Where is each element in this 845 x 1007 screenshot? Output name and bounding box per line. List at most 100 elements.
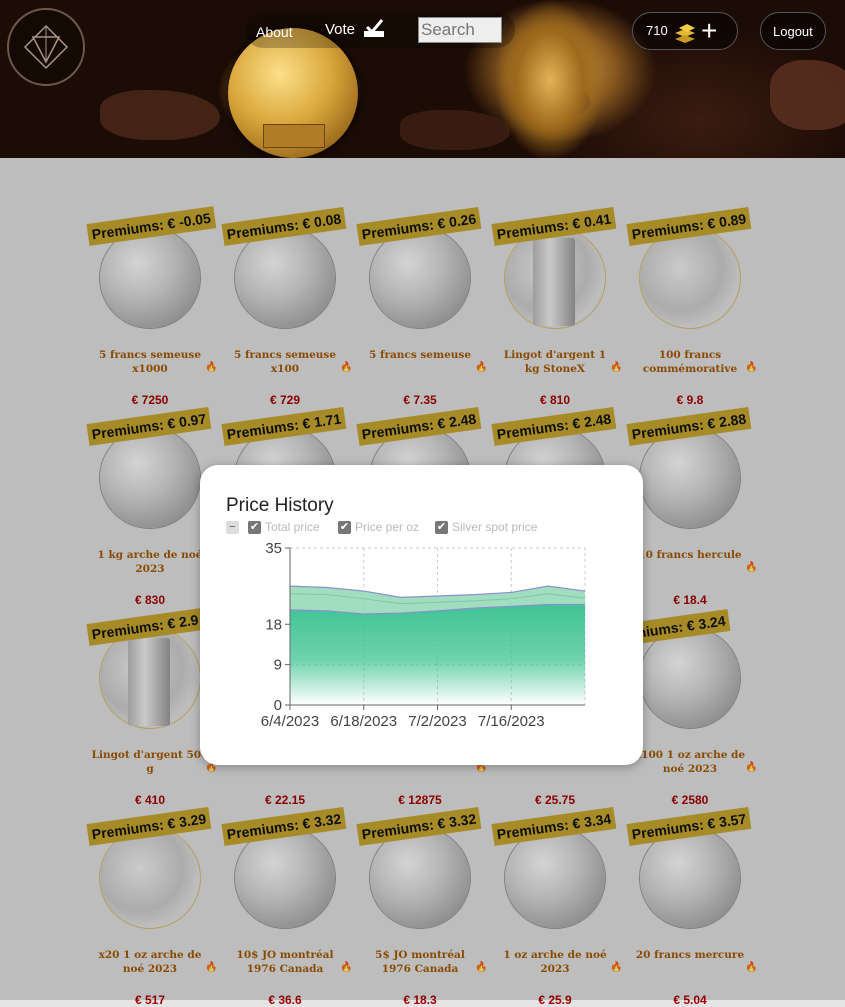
checkbox-checked-icon: ✔ [338, 521, 351, 535]
x-tick-label: 6/4/2023 [261, 713, 319, 730]
x-tick-label: 7/2/2023 [408, 713, 466, 730]
legend-price-per-oz[interactable]: ✔ Price per oz [338, 520, 419, 536]
product-card[interactable]: Premiums: € 0.26 5 francs semeuse 🔥 € 7.35 [350, 200, 488, 407]
product-card[interactable]: Premiums: € 2.88 10 francs hercule 🔥 € 18.4 [620, 400, 758, 607]
product-card[interactable]: Premiums: € 3.34 1 oz arche de noé 2023 🔥 €… [485, 800, 623, 1007]
flame-icon: 🔥 [745, 362, 758, 373]
checkbox-checked-icon: ✔ [248, 521, 261, 535]
product-price: € 12875 [398, 793, 442, 807]
product-name[interactable]: 20 francs mercure [635, 949, 745, 961]
product-name[interactable]: 1 oz arche de noé 2023 [503, 949, 607, 975]
series-total-price-area [290, 586, 585, 614]
product-name[interactable]: 5 francs semeuse x100 [233, 349, 337, 375]
ballot-check-icon[interactable] [363, 19, 385, 39]
gold-bust-image [480, 0, 620, 158]
product-name[interactable]: x20 1 oz arche de noé 2023 [98, 949, 202, 975]
site-logo[interactable] [7, 8, 85, 86]
flame-icon: 🔥 [475, 762, 488, 773]
product-card[interactable]: € 25.75 [485, 600, 620, 807]
product-name[interactable]: 5 francs semeuse [368, 349, 472, 361]
silver-bar-image [533, 238, 575, 326]
logout-label: Logout [773, 24, 813, 39]
coin-image [370, 228, 470, 328]
site-header: About Vote 710 + Logout [0, 0, 845, 158]
price-history-modal: Price History − ✔ Total price ✔ Price per … [200, 465, 643, 765]
product-name[interactable]: 5 francs semeuse x1000 [98, 349, 202, 375]
coin-image [640, 228, 740, 328]
product-name[interactable]: x100 1 oz arche de noé 2023 [634, 749, 746, 775]
legend-label: Silver spot price [452, 520, 538, 534]
product-name[interactable]: 10 francs hercule [638, 549, 742, 561]
coin-image [235, 828, 335, 928]
flame-icon: 🔥 [745, 762, 758, 773]
minus-icon: − [226, 521, 239, 535]
product-card[interactable]: Premiums: € 0.41 Lingot d'argent 1 kg Sto… [485, 200, 623, 407]
product-card[interactable]: Premiums: € 0.89 100 francs commémorative… [620, 200, 758, 407]
coin-image [505, 828, 605, 928]
flame-icon: 🔥 [340, 962, 353, 973]
y-tick-label: 18 [265, 616, 282, 633]
legend-silver-spot-price[interactable]: ✔ Silver spot price [435, 520, 537, 536]
product-price: € 22.15 [264, 793, 306, 807]
y-tick-label: 0 [274, 697, 282, 714]
product-name[interactable]: Lingot d'argent 1 kg StoneX [503, 349, 607, 375]
product-card[interactable]: Premiums: € 3.57 20 francs mercure 🔥 € 5.04 [620, 800, 758, 1007]
product-card[interactable]: Premiums: € 3.32 10$ JO montréal 1976 Can… [215, 800, 353, 1007]
rock-decoration [770, 60, 845, 130]
product-price: € 410 [134, 793, 166, 807]
series-silver-spot-area [290, 604, 585, 705]
credits-value: 710 [646, 23, 668, 38]
search-input[interactable] [418, 17, 502, 43]
legend-label: Price per oz [355, 520, 420, 534]
product-card[interactable]: Premiums: € 2.9 Lingot d'argent 500 g 🔥 € 4… [80, 600, 218, 807]
flame-icon: 🔥 [340, 362, 353, 373]
product-price: € 7.35 [403, 393, 437, 407]
flame-icon: 🔥 [205, 362, 218, 373]
modal-title: Price History [226, 495, 334, 516]
vote-link[interactable]: Vote [325, 21, 356, 38]
flame-icon: 🔥 [205, 762, 218, 773]
product-name[interactable]: 1 kg arche de noé 2023 [97, 549, 203, 575]
coin-image [100, 428, 200, 528]
product-card[interactable]: Premiums: € 0.08 5 francs semeuse x100 🔥 € … [215, 200, 353, 407]
series-total-price-line [289, 585, 586, 598]
flame-icon: 🔥 [745, 962, 758, 973]
product-card[interactable]: Premiums: € 3.29 x20 1 oz arche de noé 20… [80, 800, 218, 1007]
flame-icon: 🔥 [205, 962, 218, 973]
product-name[interactable]: 10$ JO montréal 1976 Canada [236, 949, 334, 975]
y-tick-label: 9 [274, 657, 282, 674]
flame-icon: 🔥 [475, 362, 488, 373]
product-card[interactable]: Premiums: € 3.32 5$ JO montréal 1976 Cana… [350, 800, 487, 1007]
gold-bars-icon [675, 24, 695, 43]
about-link[interactable]: About [256, 24, 293, 40]
product-price: € 7250 [131, 393, 169, 407]
y-tick-label: 35 [265, 540, 282, 557]
coin-image [640, 428, 740, 528]
product-name[interactable]: Lingot d'argent 500 g [91, 749, 209, 775]
product-card[interactable]: emiums: € 3.24 x100 1 oz arche de noé 202… [620, 600, 758, 807]
legend-total-price[interactable]: ✔ Total price [248, 520, 320, 536]
product-price: € 729 [269, 393, 301, 407]
product-price: € 810 [539, 393, 571, 407]
product-card[interactable]: € 22.15 [215, 600, 350, 807]
price-history-chart: 35 18 9 06/4/2023 6/18/2023 7/2/2023 7/16/2023 [261, 540, 586, 730]
flame-icon: 🔥 [745, 562, 758, 573]
product-card[interactable]: Premiums: € -0.05 5 francs semeuse x1000 🔥… [80, 200, 218, 407]
product-price: € 830 [134, 593, 166, 607]
product-card[interactable]: Premiums: € 0.971 kg arche de noé 2023🔥€… [80, 400, 217, 607]
add-credits-button[interactable]: + [701, 15, 718, 46]
product-name[interactable]: 5$ JO montréal 1976 Canada [375, 949, 465, 975]
collapse-toggle[interactable]: − [226, 520, 243, 536]
product-price: € 18.4 [673, 593, 707, 607]
product-price: € 9.8 [676, 393, 704, 407]
flame-icon: 🔥 [610, 362, 623, 373]
coin-image [100, 828, 200, 928]
product-name[interactable]: 100 francs commémorative [642, 349, 738, 375]
credits-pill[interactable]: 710 + [632, 12, 738, 50]
logout-button[interactable]: Logout [760, 12, 826, 50]
flame-icon: 🔥 [610, 962, 623, 973]
product-price: € 25.75 [534, 793, 576, 807]
coin-image [100, 228, 200, 328]
coin-image [370, 828, 470, 928]
checkbox-checked-icon: ✔ [435, 521, 448, 535]
